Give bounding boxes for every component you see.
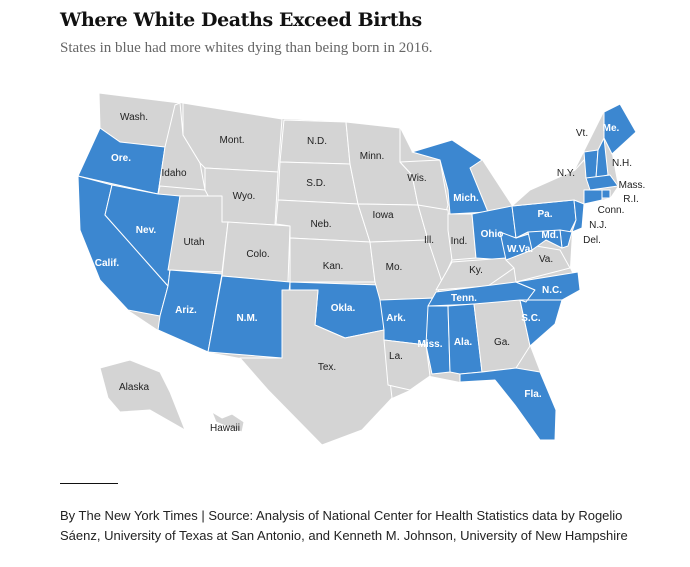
us-map: Wash. Ore. Calif. Idaho Nev. Mont. Wyo. Utah Col…: [77, 92, 646, 446]
state-shape-la: [383, 339, 431, 391]
state-label-del: Del.: [583, 235, 601, 246]
state-label-s-d: S.D.: [306, 178, 325, 189]
state-shape-ky: [435, 257, 515, 291]
state-shape-fla: [459, 367, 557, 441]
state-label-fla: Fla.: [524, 389, 541, 400]
state-label-ark: Ark.: [386, 313, 406, 324]
state-label-colo: Colo.: [246, 249, 269, 260]
state-label-mass: Mass.: [619, 180, 646, 191]
state-label-ky: Ky.: [469, 265, 483, 276]
map-title: Where White Deaths Exceed Births: [60, 9, 422, 31]
state-label-va: Va.: [539, 254, 553, 265]
state-label-tenn: Tenn.: [451, 293, 477, 304]
state-shape-ind: [447, 213, 477, 261]
state-label-mich: Mich.: [453, 193, 479, 204]
state-label-vt: Vt.: [576, 128, 588, 139]
state-shape-mass: [585, 174, 619, 191]
state-shape-n-c: [515, 271, 581, 303]
state-label-n-d: N.D.: [307, 136, 327, 147]
state-label-wyo: Wyo.: [233, 191, 256, 202]
state-label-minn: Minn.: [360, 151, 384, 162]
state-shape-n-y: [511, 159, 593, 207]
state-label-mont: Mont.: [219, 135, 244, 146]
state-label-neb: Neb.: [310, 219, 331, 230]
source-credit: By The New York Times | Source: Analysis…: [60, 508, 628, 543]
state-label-n-m: N.M.: [236, 313, 257, 324]
state-label-mo: Mo.: [386, 262, 403, 273]
state-label-n-h: N.H.: [612, 158, 632, 169]
state-shape-n-j: [571, 199, 585, 233]
state-label-ga: Ga.: [494, 337, 510, 348]
state-shape-r-i: [601, 189, 611, 199]
state-shape-miss: [425, 305, 451, 375]
state-label-hawaii: Hawaii: [210, 423, 240, 434]
state-label-miss: Miss.: [417, 339, 442, 350]
state-shape-tex: [239, 289, 393, 446]
credit-divider: [60, 483, 118, 484]
state-label-pa: Pa.: [537, 209, 552, 220]
state-label-tex: Tex.: [318, 362, 336, 373]
state-label-wis: Wis.: [407, 173, 426, 184]
state-label-ohio: Ohio: [481, 229, 504, 240]
state-label-ind: Ind.: [451, 236, 468, 247]
state-label-me: Me.: [603, 123, 620, 134]
state-label-w-va: W.Va.: [507, 244, 533, 255]
state-shape-conn: [583, 189, 603, 205]
state-label-wash: Wash.: [120, 112, 148, 123]
state-shape-hawaii: [211, 411, 245, 433]
state-shape-alaska: [99, 359, 186, 431]
state-label-ore: Ore.: [111, 153, 131, 164]
state-shape-me: [603, 103, 637, 155]
state-label-n-c: N.C.: [542, 285, 562, 296]
state-label-kan: Kan.: [323, 261, 344, 272]
state-label-ala: Ala.: [454, 337, 473, 348]
map-subtitle: States in blue had more whites dying tha…: [60, 40, 433, 56]
state-label-la: La.: [389, 351, 403, 362]
state-label-idaho: Idaho: [161, 168, 186, 179]
state-label-calif: Calif.: [95, 258, 120, 269]
state-shape-ga: [473, 299, 531, 373]
state-shape-kan: [289, 237, 376, 283]
state-label-iowa: Iowa: [372, 210, 394, 221]
state-shape-md: [527, 229, 563, 251]
state-label-n-j: N.J.: [589, 220, 607, 231]
state-label-alaska: Alaska: [119, 382, 149, 393]
state-label-s-c: S.C.: [521, 313, 541, 324]
state-label-r-i: R.I.: [623, 194, 639, 205]
state-label-ill: Ill.: [424, 235, 434, 246]
state-shape-ariz: [157, 269, 223, 353]
state-label-okla: Okla.: [331, 303, 356, 314]
state-label-nev: Nev.: [136, 225, 157, 236]
state-label-md: Md.: [541, 230, 558, 241]
state-label-utah: Utah: [183, 237, 204, 248]
state-label-n-y: N.Y.: [557, 168, 575, 179]
state-label-ariz: Ariz.: [175, 305, 197, 316]
state-label-conn: Conn.: [598, 205, 625, 216]
